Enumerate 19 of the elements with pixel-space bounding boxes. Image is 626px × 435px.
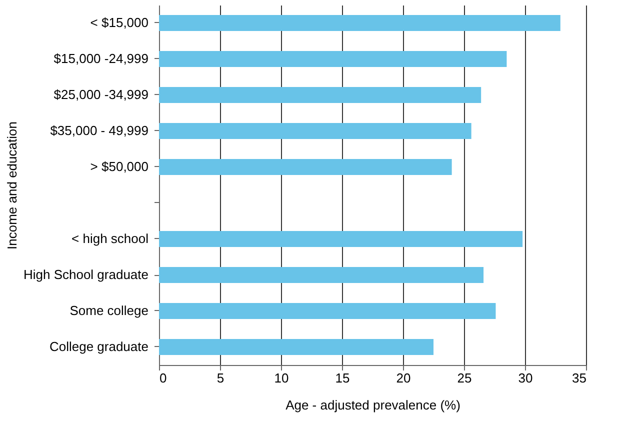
y-tick-label: $15,000 -24,999: [54, 51, 148, 66]
x-tick-label: 5: [216, 370, 224, 386]
x-tick-label: 0: [160, 370, 167, 386]
x-tick-label: 20: [396, 370, 411, 386]
y-tick-label: Some college: [70, 303, 148, 318]
x-tick-label: 25: [457, 370, 472, 386]
y-axis-title: Income and education: [4, 122, 20, 250]
y-tick-label: High School graduate: [23, 267, 148, 282]
y-tick-label: > $50,000: [90, 159, 148, 174]
y-tick-label: College graduate: [49, 339, 148, 354]
y-tick-label: < $15,000: [90, 15, 148, 30]
x-axis-title: Age - adjusted prevalence (%): [286, 398, 460, 412]
x-tick-label: 10: [274, 370, 289, 386]
y-tick-label: $25,000 -34,999: [54, 87, 148, 102]
x-tick-label: 15: [335, 370, 350, 386]
y-tick-label: < high school: [72, 231, 149, 246]
x-tick-label: 30: [518, 370, 533, 386]
x-tick-label: 35: [572, 370, 586, 386]
y-tick-label: $35,000 - 49,999: [50, 123, 148, 138]
